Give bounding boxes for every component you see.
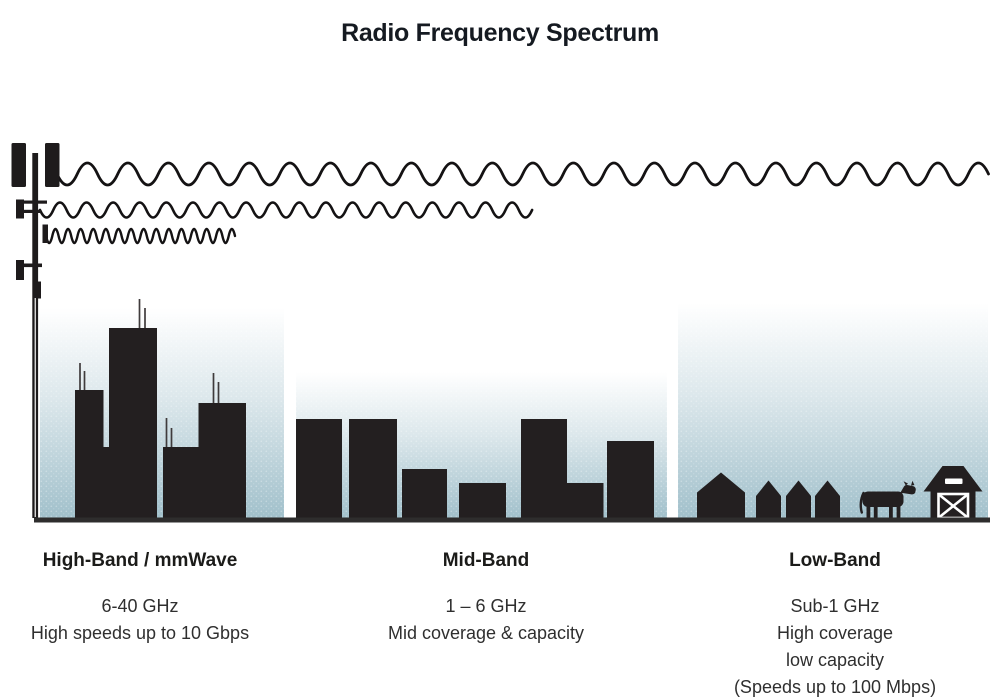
low-band-speed: (Speeds up to 100 Mbps)	[733, 677, 937, 697]
mid-building-1	[296, 419, 342, 518]
mid-building-2	[349, 419, 397, 518]
mid-building-7	[607, 441, 654, 518]
mid-band-description: Mid coverage & capacity	[387, 623, 585, 643]
house-large	[697, 472, 745, 518]
low-band-name: Low-Band	[789, 550, 881, 571]
skyscraper-low-right	[163, 447, 199, 518]
cell-tower-icon	[11, 143, 60, 518]
tower-antenna-small-upper	[16, 199, 24, 219]
low-band-label-group: Low-Band Sub-1 GHz High coverage low cap…	[685, 549, 985, 700]
mid-building-3	[402, 469, 447, 518]
houses-icon	[697, 472, 840, 518]
low-frequency-wave	[55, 161, 990, 187]
low-band-capacity: low capacity	[785, 650, 885, 670]
tower-antenna-panel-left	[11, 143, 26, 187]
radio-waves	[38, 161, 990, 245]
tower-antenna-small-lower	[16, 260, 24, 280]
skyscraper-tallest	[109, 328, 157, 518]
tower-mast-highlight	[34, 298, 36, 517]
tower-crossbar-1	[23, 200, 47, 204]
mid-building-4	[459, 483, 506, 518]
mid-rise-buildings-icon	[296, 419, 654, 518]
high-band-label-group: High-Band / mmWave 6-40 GHz High speeds …	[20, 549, 260, 647]
high-band-frequency: 6-40 GHz	[101, 596, 179, 616]
rural-scene	[697, 466, 983, 520]
house-3	[786, 480, 811, 518]
cow-icon	[859, 480, 916, 518]
mid-frequency-wave	[38, 201, 534, 219]
tower-antenna-panel-right	[45, 143, 60, 187]
tower-crossbar-2	[23, 209, 41, 213]
low-band-coverage: High coverage	[776, 623, 894, 643]
tower-antenna-stub	[42, 224, 48, 243]
skyscraper-left	[75, 390, 104, 518]
barn-loft-window	[945, 478, 963, 484]
high-frequency-wave	[44, 227, 237, 245]
mid-band-frequency: 1 – 6 GHz	[445, 596, 527, 616]
ground-line	[34, 517, 990, 523]
mid-building-5	[521, 419, 567, 518]
barn-icon	[923, 466, 983, 520]
skyscraper-right	[198, 403, 246, 518]
high-band-name: High-Band / mmWave	[42, 550, 238, 571]
low-band-frequency: Sub-1 GHz	[790, 596, 880, 616]
rooftop-antennas	[79, 299, 220, 449]
house-2	[756, 480, 781, 518]
tower-mast-stub	[36, 281, 41, 299]
mid-band-name: Mid-Band	[442, 550, 530, 571]
high-band-description: High speeds up to 10 Gbps	[30, 623, 250, 643]
mid-building-6	[567, 483, 604, 518]
house-4	[815, 480, 840, 518]
mid-band-label-group: Mid-Band 1 – 6 GHz Mid coverage & capaci…	[336, 549, 636, 647]
page-title: Radio Frequency Spectrum	[341, 18, 659, 47]
skyscrapers-icon	[75, 299, 246, 518]
tower-crossbar-3	[23, 263, 42, 268]
